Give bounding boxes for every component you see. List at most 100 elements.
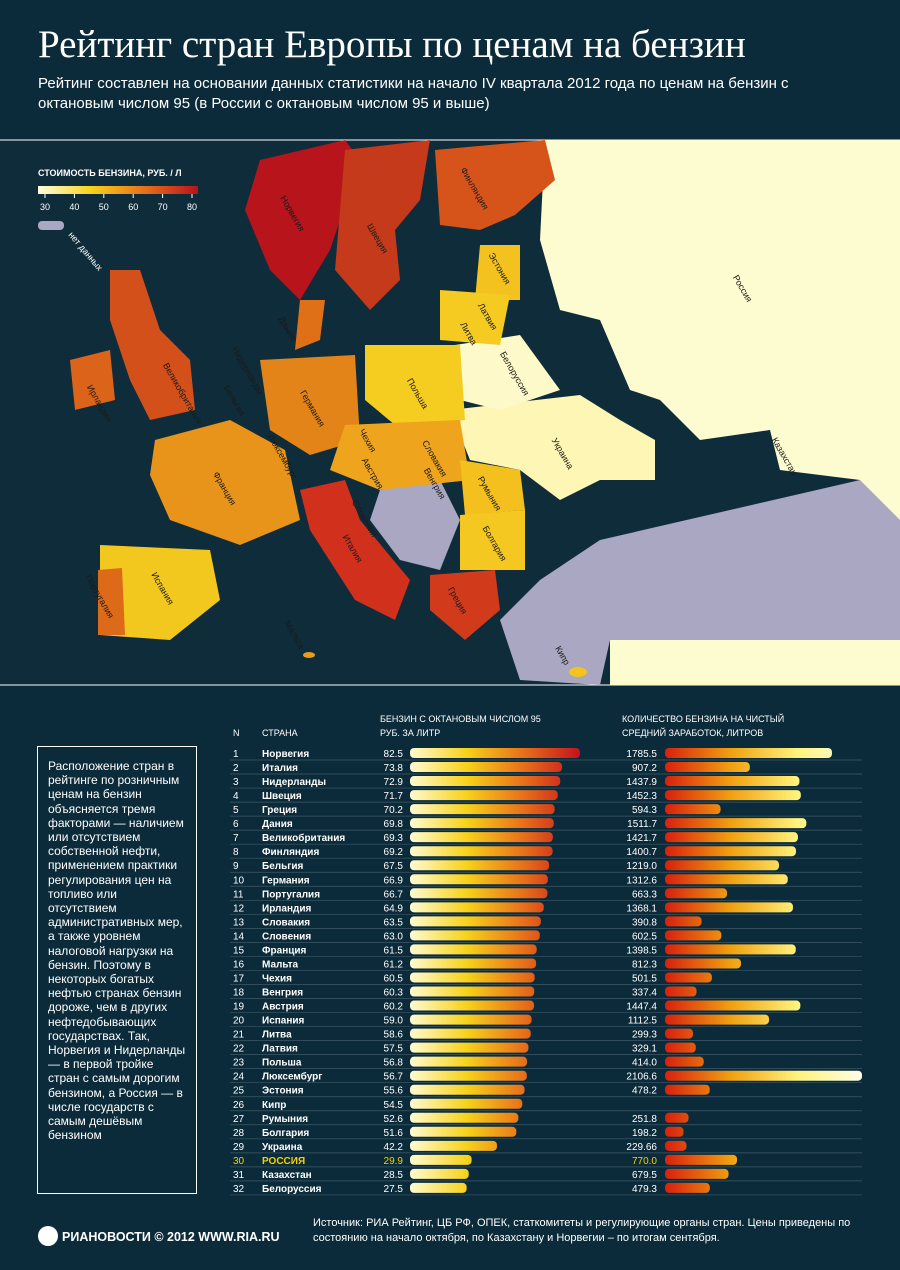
value-label: 70.2 (384, 805, 404, 816)
spain (100, 545, 220, 640)
rank: 32 (233, 1184, 245, 1195)
bar (665, 888, 728, 899)
cyprus (569, 667, 587, 677)
bar (410, 888, 548, 899)
value-label: 69.2 (384, 847, 404, 858)
bar-header: СРЕДНИЙ ЗАРАБОТОК, ЛИТРОВ (622, 727, 763, 738)
bar-header: РУБ. ЗА ЛИТР (380, 728, 440, 738)
bar (410, 762, 563, 773)
bar (410, 1028, 531, 1039)
bar (665, 1014, 770, 1025)
bar (665, 860, 779, 871)
value-label: 56.7 (384, 1072, 404, 1083)
bar (410, 1182, 467, 1193)
bar (665, 1182, 710, 1193)
country: Венгрия (262, 988, 303, 999)
value-label: 1511.7 (627, 819, 657, 830)
rank: 10 (233, 875, 245, 886)
value-label: 1368.1 (626, 903, 657, 914)
value-label: 329.1 (632, 1044, 657, 1055)
bar (665, 930, 722, 941)
bar (410, 1126, 517, 1137)
value-label: 72.9 (384, 777, 404, 788)
value-label: 251.8 (632, 1114, 657, 1125)
value-label: 57.5 (384, 1044, 404, 1055)
country: Великобритания (262, 832, 345, 844)
bar (665, 818, 807, 829)
logo: РИАНОВОСТИ © 2012 WWW.RIA.RU (62, 1230, 280, 1244)
value-label: 73.8 (384, 763, 404, 774)
bar (410, 860, 550, 871)
poland (365, 345, 465, 425)
finland (435, 140, 555, 230)
bar (665, 790, 801, 801)
ukraine-area (450, 395, 655, 500)
rank: 30 (233, 1156, 245, 1167)
ireland (70, 350, 115, 410)
value-label: 66.9 (384, 875, 404, 886)
greece (430, 570, 500, 640)
legend-tick-label: 80 (187, 202, 197, 212)
rank: 13 (233, 917, 245, 928)
value-label: 55.6 (384, 1086, 404, 1097)
value-label: 907.2 (632, 763, 657, 774)
bar-header: БЕНЗИН С ОКТАНОВЫМ ЧИСЛОМ 95 (380, 714, 541, 724)
rank: 28 (233, 1128, 245, 1139)
bar (665, 1112, 689, 1123)
rank: 8 (233, 847, 239, 858)
rank: 20 (233, 1016, 245, 1027)
bar (665, 832, 798, 843)
bar (410, 972, 535, 983)
bar (410, 874, 548, 885)
value-label: 59.0 (384, 1016, 404, 1027)
country: Норвегия (262, 749, 309, 760)
rank: 29 (233, 1142, 245, 1153)
bar (665, 874, 788, 885)
rank: 23 (233, 1058, 245, 1069)
rank: 26 (233, 1100, 245, 1111)
rank: 25 (233, 1086, 245, 1097)
legend-tick-label: 30 (40, 202, 50, 212)
rank: 11 (233, 889, 244, 900)
bar (665, 1154, 738, 1165)
bar (665, 1168, 729, 1179)
rank: 24 (233, 1072, 245, 1083)
country: Финляндия (262, 847, 319, 858)
bar (665, 1056, 704, 1067)
rank: 14 (233, 931, 245, 942)
country: Франция (262, 945, 307, 956)
rank-header: N (233, 728, 240, 738)
sweden (335, 140, 430, 310)
value-label: 594.3 (632, 805, 657, 816)
country: Бельгия (262, 861, 304, 872)
country: Греция (262, 805, 297, 816)
value-label: 1437.9 (626, 777, 657, 788)
subtitle: Рейтинг составлен на основании данных ст… (38, 75, 789, 112)
bar (410, 1042, 529, 1053)
rank: 6 (233, 819, 239, 830)
bar (410, 1084, 525, 1095)
country: Германия (262, 875, 310, 886)
value-label: 299.3 (632, 1030, 657, 1041)
rank: 4 (233, 791, 239, 802)
value-label: 1219.0 (626, 861, 657, 872)
value-label: 198.2 (632, 1128, 657, 1139)
value-label: 501.5 (632, 973, 657, 984)
malta (303, 652, 315, 658)
baltics (440, 290, 510, 345)
bar (665, 902, 793, 913)
value-label: 67.5 (384, 861, 404, 872)
bar (410, 1014, 532, 1025)
value-label: 229.66 (626, 1142, 657, 1153)
country: Италия (262, 763, 298, 774)
value-label: 1398.5 (626, 945, 657, 956)
rank: 5 (233, 805, 239, 816)
country: Мальта (262, 959, 299, 970)
no-data-area (500, 480, 900, 685)
country: Дания (262, 819, 293, 830)
rank: 15 (233, 945, 245, 956)
value-label: 1447.4 (626, 1002, 657, 1013)
bar (410, 1168, 469, 1179)
country: Ирландия (262, 903, 311, 914)
